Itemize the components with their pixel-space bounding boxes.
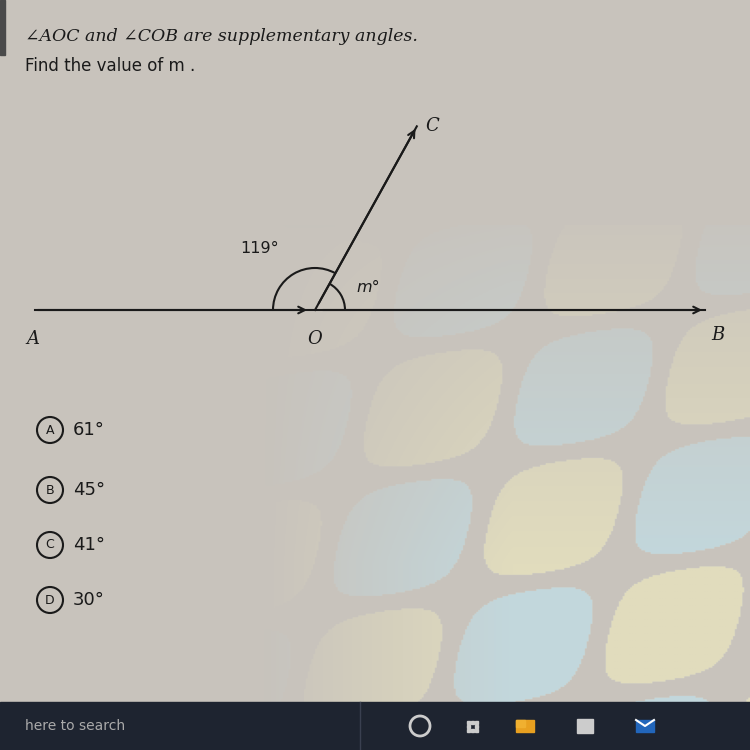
Text: ∠AOC and ∠COB are supplementary angles.: ∠AOC and ∠COB are supplementary angles. [25, 28, 418, 45]
Text: A: A [46, 424, 54, 436]
Bar [467, 721, 470, 724]
Bar [471, 721, 474, 724]
Bar [577, 719, 593, 733]
Text: C: C [424, 117, 439, 135]
Bar [471, 728, 474, 731]
Text: 30°: 30° [73, 591, 105, 609]
Text: 61°: 61° [73, 421, 105, 439]
Bar [636, 720, 654, 732]
Text: B: B [46, 484, 54, 496]
Bar [0, 702, 750, 750]
Text: C: C [46, 538, 54, 551]
Text: D: D [45, 593, 55, 607]
Text: 45°: 45° [73, 481, 105, 499]
Bar [0, 0, 5, 55]
Bar [475, 721, 478, 724]
Text: Find the value of m .: Find the value of m . [25, 57, 195, 75]
Bar [475, 728, 478, 731]
Bar [467, 728, 470, 731]
Text: 41°: 41° [73, 536, 105, 554]
Text: 119°: 119° [241, 241, 279, 256]
Text: O: O [308, 330, 322, 348]
Text: B: B [711, 326, 724, 344]
Bar [516, 720, 525, 727]
Bar [516, 720, 534, 732]
Text: m°: m° [356, 280, 380, 296]
Bar [467, 724, 470, 728]
Bar [475, 724, 478, 728]
Text: here to search: here to search [25, 719, 125, 733]
Text: A: A [26, 330, 40, 348]
